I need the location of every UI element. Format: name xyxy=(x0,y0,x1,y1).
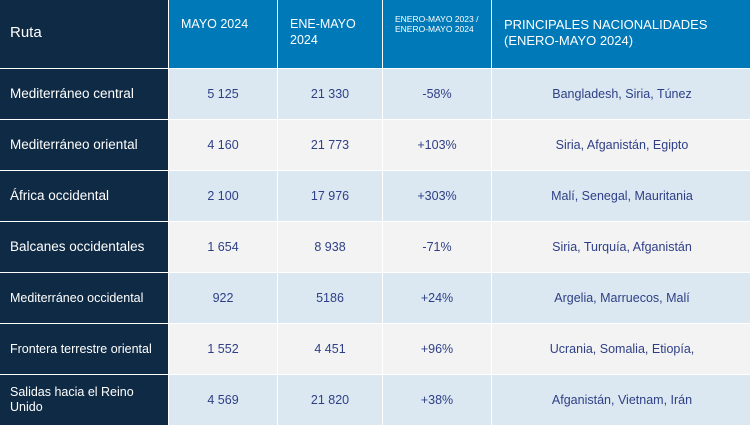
column-divider xyxy=(168,0,169,69)
nationalities-value: Ucrania, Somalia, Etiopía, xyxy=(492,324,750,375)
month-value: 1 552 xyxy=(169,324,277,375)
nationalities-value: Siria, Afganistán, Egipto xyxy=(492,120,750,171)
header-month: MAYO 2024 xyxy=(169,0,277,69)
change-value: -58% xyxy=(383,69,491,120)
change-value: +103% xyxy=(383,120,491,171)
month-value: 1 654 xyxy=(169,222,277,273)
nationalities-value: Bangladesh, Siria, Túnez xyxy=(492,69,750,120)
header-route: Ruta xyxy=(0,0,168,69)
header-nationalities: PRINCIPALES NACIONALIDADES (ENERO-MAYO 2… xyxy=(492,0,750,69)
route-cell: Frontera terrestre oriental xyxy=(0,324,168,375)
route-cell: Mediterráneo oriental xyxy=(0,120,168,171)
route-cell: Balcanes occidentales xyxy=(0,222,168,273)
column-divider xyxy=(491,0,492,69)
change-value: +38% xyxy=(383,375,491,426)
jan-may-value: 17 976 xyxy=(278,171,382,222)
month-value: 2 100 xyxy=(169,171,277,222)
jan-may-value: 21 773 xyxy=(278,120,382,171)
header-jan-may: ENE-MAYO 2024 xyxy=(278,0,382,69)
jan-may-value: 21 330 xyxy=(278,69,382,120)
nationalities-value: Afganistán, Vietnam, Irán xyxy=(492,375,750,426)
route-cell: Mediterráneo occidental xyxy=(0,273,168,324)
change-value: +96% xyxy=(383,324,491,375)
nationalities-value: Malí, Senegal, Mauritania xyxy=(492,171,750,222)
column-divider xyxy=(382,0,383,69)
month-value: 4 569 xyxy=(169,375,277,426)
route-cell: Mediterráneo central xyxy=(0,69,168,120)
jan-may-value: 8 938 xyxy=(278,222,382,273)
month-value: 5 125 xyxy=(169,69,277,120)
jan-may-value: 21 820 xyxy=(278,375,382,426)
route-cell: Salidas hacia el Reino Unido xyxy=(0,375,168,426)
change-value: +24% xyxy=(383,273,491,324)
month-value: 922 xyxy=(169,273,277,324)
nationalities-value: Siria, Turquía, Afganistán xyxy=(492,222,750,273)
jan-may-value: 5186 xyxy=(278,273,382,324)
jan-may-value: 4 451 xyxy=(278,324,382,375)
change-value: +303% xyxy=(383,171,491,222)
column-divider xyxy=(277,0,278,69)
header-change: ENERO-MAYO 2023 / ENERO-MAYO 2024 xyxy=(383,0,491,69)
route-cell: África occidental xyxy=(0,171,168,222)
month-value: 4 160 xyxy=(169,120,277,171)
nationalities-value: Argelia, Marruecos, Malí xyxy=(492,273,750,324)
change-value: -71% xyxy=(383,222,491,273)
